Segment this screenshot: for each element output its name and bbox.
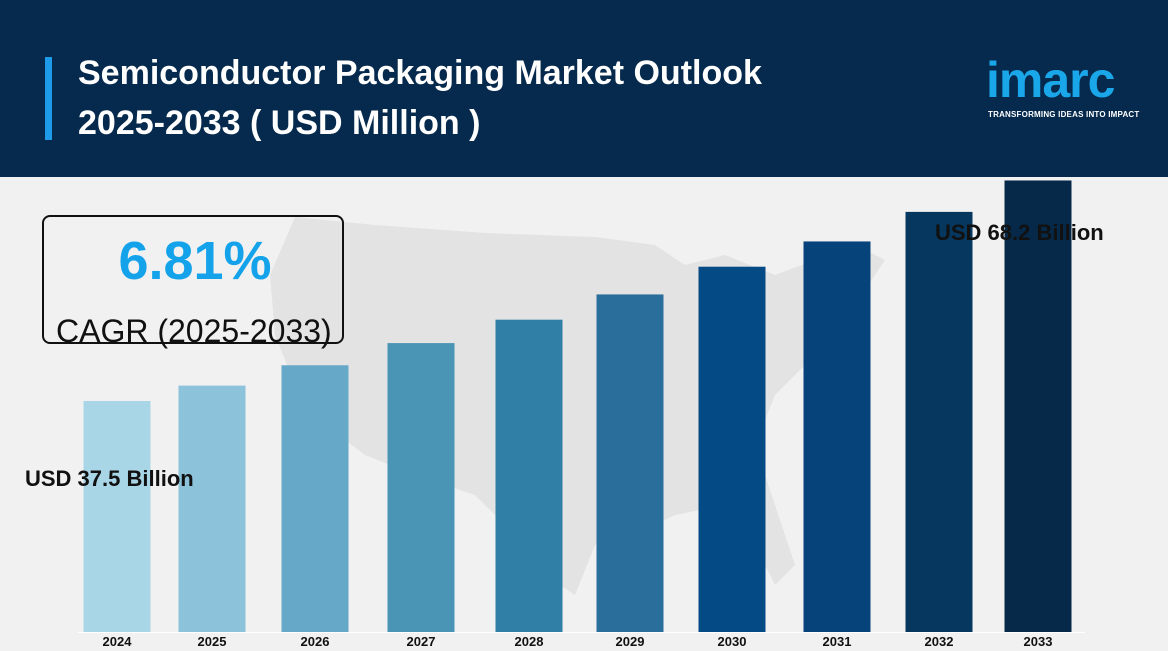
logo-tagline: TRANSFORMING IDEAS INTO IMPACT	[988, 110, 1140, 119]
end-value-callout: USD 68.2 Billion	[935, 220, 1104, 245]
x-tick-label-2030: 2030	[718, 634, 747, 649]
title-accent-bar	[45, 57, 52, 140]
start-value-callout: USD 37.5 Billion	[25, 466, 194, 491]
x-tick-label-2028: 2028	[515, 634, 544, 649]
bar-2027	[387, 343, 455, 632]
x-tick-label-2027: 2027	[407, 634, 436, 649]
bar-2025	[178, 385, 246, 632]
cagr-value: 6.81%	[118, 231, 272, 291]
x-tick-label-2033: 2033	[1024, 634, 1053, 649]
bar-2029	[596, 294, 664, 632]
cagr-box: 6.81% CAGR (2025-2033)	[42, 215, 344, 349]
header-banner: Semiconductor Packaging Market Outlook 2…	[0, 0, 1168, 177]
x-tick-label-2026: 2026	[301, 634, 330, 649]
title-line-2: 2025-2033 ( USD Million )	[78, 104, 481, 142]
title-line-1: Semiconductor Packaging Market Outlook	[78, 54, 762, 92]
x-tick-label-2032: 2032	[925, 634, 954, 649]
cagr-label: CAGR (2025-2033)	[56, 313, 332, 349]
bar-2030	[698, 266, 766, 632]
bar-2028	[495, 319, 563, 632]
imarc-logo: imarc TRANSFORMING IDEAS INTO IMPACT	[984, 52, 1144, 126]
bar-2024	[83, 401, 151, 632]
x-tick-label-2025: 2025	[198, 634, 227, 649]
bar-2026	[281, 365, 349, 632]
bar-2033	[1004, 180, 1072, 633]
x-tick-label-2029: 2029	[616, 634, 645, 649]
bar-2032	[905, 211, 973, 632]
x-tick-label-2024: 2024	[103, 634, 133, 649]
page-title: Semiconductor Packaging Market Outlook 2…	[78, 48, 878, 148]
logo-wordmark: imarc	[986, 52, 1115, 108]
bar-2031	[803, 241, 871, 632]
x-tick-label-2031: 2031	[823, 634, 852, 649]
